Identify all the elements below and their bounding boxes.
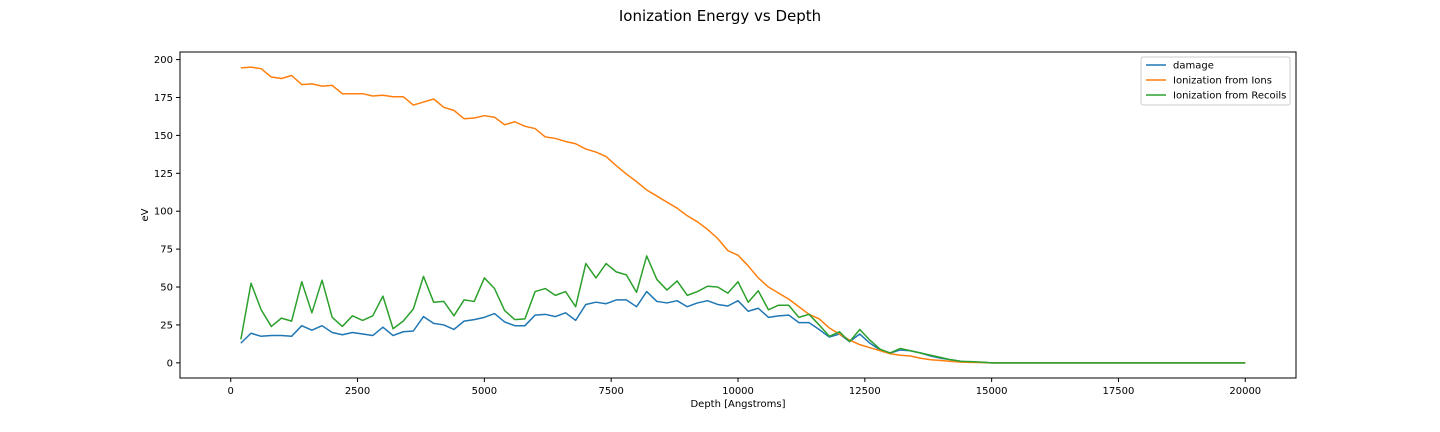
legend-label-0: damage	[1173, 61, 1214, 72]
y-axis-label: eV	[140, 208, 151, 221]
x-tick-label: 12500	[849, 386, 881, 397]
y-tick-label: 0	[167, 358, 173, 369]
x-tick-label: 0	[228, 386, 234, 397]
y-tick-label: 75	[160, 245, 173, 256]
plot-frame	[179, 51, 1297, 379]
x-tick-label: 20000	[1229, 386, 1261, 397]
x-tick-label: 10000	[722, 386, 754, 397]
series-line-0	[240, 290, 1246, 364]
y-tick-label: 100	[154, 207, 173, 218]
x-tick-label: 15000	[976, 386, 1008, 397]
x-tick-label: 5000	[472, 386, 497, 397]
legend-label-2: Ionization from Recoils	[1173, 91, 1286, 102]
y-axis: 0 25 50 75 100 125 150 175 200	[154, 55, 180, 369]
y-tick-label: 125	[154, 169, 173, 180]
y-tick-label: 175	[154, 93, 173, 104]
plot-area	[240, 66, 1246, 364]
x-axis: 0 2500 5000 7500 10000 12500 15000 17500 20000	[228, 378, 1261, 397]
y-tick-label: 200	[154, 55, 173, 66]
chart-title: Ionization Energy vs Depth	[619, 7, 821, 25]
series-line-2	[240, 255, 1246, 364]
y-tick-label: 150	[154, 131, 173, 142]
legend-box	[1140, 56, 1291, 106]
x-tick-label: 7500	[598, 386, 623, 397]
x-tick-label: 2500	[345, 386, 370, 397]
x-axis-label: Depth [Angstroms]	[690, 399, 785, 410]
series-line-1	[240, 66, 1246, 364]
y-tick-label: 25	[160, 320, 173, 331]
legend-label-1: Ionization from Ions	[1173, 76, 1272, 87]
x-tick-label: 17500	[1103, 386, 1135, 397]
legend: damage Ionization from Ions Ionization fro…	[1140, 56, 1291, 106]
y-tick-label: 50	[160, 283, 173, 294]
